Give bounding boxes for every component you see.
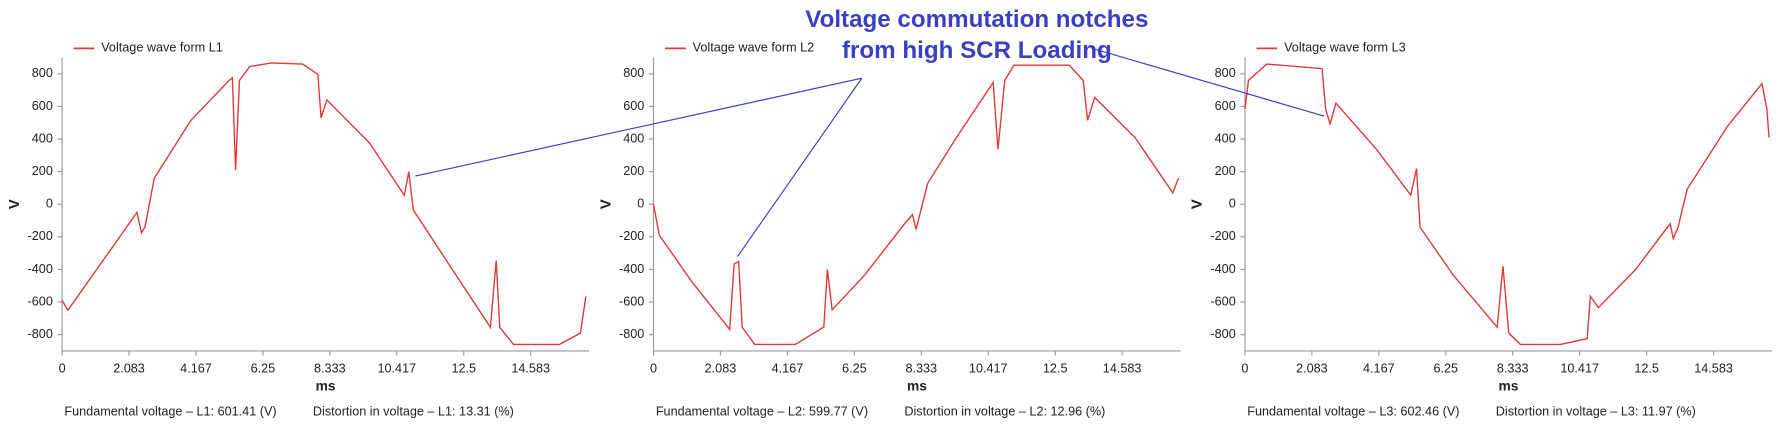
y-tick-label: 400 [1215,131,1236,145]
footer-distortion: Distortion in voltage – L3: 11.97 (%) [1496,404,1696,418]
x-tick-label: 14.583 [1694,362,1733,376]
x-axis-label: ms [907,378,927,393]
x-tick-label: 4.167 [1363,362,1395,376]
x-tick-label: 14.583 [511,362,550,376]
y-tick-label: -400 [1210,262,1235,276]
y-tick-label: 600 [32,99,53,113]
x-tick-label: 8.333 [905,362,937,376]
y-tick-label: -800 [28,327,53,341]
x-tick-label: 2.083 [1296,362,1328,376]
annotation-arrow [415,77,862,177]
y-tick-label: 0 [637,197,644,211]
data-line [652,64,1180,346]
y-tick-label: -600 [1210,294,1235,308]
annotation-text: Voltage commutation notches [805,6,1148,33]
y-tick-label: 0 [46,197,53,211]
x-tick-label: 14.583 [1103,362,1142,376]
x-tick-label: 10.417 [969,362,1008,376]
y-tick-label: 200 [1215,164,1236,178]
footer-fundamental: Fundamental voltage – L3: 602.46 (V) [1247,404,1459,418]
x-tick-label: 6.25 [842,362,867,376]
data-line [61,62,587,346]
x-tick-label: 0 [650,362,657,376]
legend-label[interactable]: Voltage wave form L3 [1284,41,1406,55]
x-tick-label: 0 [1241,362,1248,376]
x-tick-label: 0 [59,362,66,376]
y-axis-label: V [6,199,23,209]
y-tick-label: -800 [619,327,644,341]
annotation-text: from high SCR Loading [842,37,1112,64]
y-tick-label: 400 [623,131,644,145]
x-tick-label: 2.083 [705,362,737,376]
x-tick-label: 6.25 [1433,362,1458,376]
y-tick-label: -200 [619,229,644,243]
data-line [1244,63,1770,346]
y-tick-label: -200 [1210,229,1235,243]
legend-label[interactable]: Voltage wave form L2 [693,41,815,55]
chart-panel: -800 -600 -400 -200 0 200 400 600 800 0 2.083 4.167… [1189,41,1772,418]
legend-label[interactable]: Voltage wave form L1 [101,41,223,55]
y-tick-label: 600 [1215,99,1236,113]
annotation-arrow [737,77,863,257]
y-tick-label: -600 [619,294,644,308]
x-tick-label: 2.083 [113,362,145,376]
footer-fundamental: Fundamental voltage – L1: 601.41 (V) [64,404,276,418]
y-tick-label: -200 [28,229,53,243]
x-axis-label: ms [1498,378,1518,393]
x-tick-label: 8.333 [1497,362,1529,376]
y-tick-label: 400 [32,131,53,145]
annotation-arrow [1091,47,1325,117]
y-tick-label: 200 [32,164,53,178]
y-axis-label: V [1189,199,1206,209]
footer-fundamental: Fundamental voltage – L2: 599.77 (V) [656,404,868,418]
y-tick-label: -400 [28,262,53,276]
footer-distortion: Distortion in voltage – L1: 13.31 (%) [313,404,514,418]
x-tick-label: 8.333 [314,362,346,376]
y-tick-label: 600 [623,99,644,113]
x-tick-label: 4.167 [772,362,804,376]
y-tick-label: 800 [623,66,644,80]
footer-distortion: Distortion in voltage – L2: 12.96 (%) [904,404,1105,418]
x-tick-label: 6.25 [251,362,276,376]
x-tick-label: 12.5 [1043,362,1068,376]
y-tick-label: -400 [619,262,644,276]
annotation-arrows [415,47,1325,257]
x-tick-label: 10.417 [377,362,416,376]
x-tick-label: 12.5 [451,362,476,376]
chart-panel: -800 -600 -400 -200 0 200 400 600 800 0 2.083 4.167… [6,41,590,418]
x-tick-label: 10.417 [1560,362,1599,376]
y-tick-label: 800 [1215,66,1236,80]
y-axis-label: V [597,199,614,209]
y-tick-label: 800 [32,66,53,80]
x-axis-label: ms [316,378,336,393]
y-tick-label: -600 [28,294,53,308]
x-tick-label: 12.5 [1634,362,1659,376]
y-tick-label: -800 [1210,327,1235,341]
y-tick-label: 0 [1229,197,1236,211]
chart-panel: -800 -600 -400 -200 0 200 400 600 800 0 2.083 4.167… [597,41,1181,418]
y-tick-label: 200 [623,164,644,178]
x-tick-label: 4.167 [180,362,212,376]
